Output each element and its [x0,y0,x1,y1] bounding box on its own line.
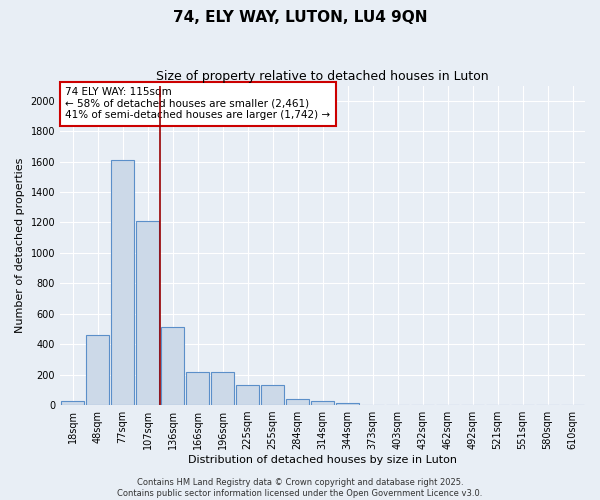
Text: Contains HM Land Registry data © Crown copyright and database right 2025.
Contai: Contains HM Land Registry data © Crown c… [118,478,482,498]
Text: 74 ELY WAY: 115sqm
← 58% of detached houses are smaller (2,461)
41% of semi-deta: 74 ELY WAY: 115sqm ← 58% of detached hou… [65,87,331,120]
X-axis label: Distribution of detached houses by size in Luton: Distribution of detached houses by size … [188,455,457,465]
Bar [261,386,284,405]
Bar [211,372,234,405]
Bar [311,402,334,405]
Text: 74, ELY WAY, LUTON, LU4 9QN: 74, ELY WAY, LUTON, LU4 9QN [173,10,427,25]
Bar [236,386,259,405]
Bar [161,328,184,405]
Y-axis label: Number of detached properties: Number of detached properties [15,158,25,333]
Bar [86,335,109,405]
Bar [61,400,84,405]
Bar [286,399,309,405]
Bar [111,160,134,405]
Bar [186,372,209,405]
Bar [136,221,159,405]
Bar [336,403,359,405]
Title: Size of property relative to detached houses in Luton: Size of property relative to detached ho… [156,70,489,83]
